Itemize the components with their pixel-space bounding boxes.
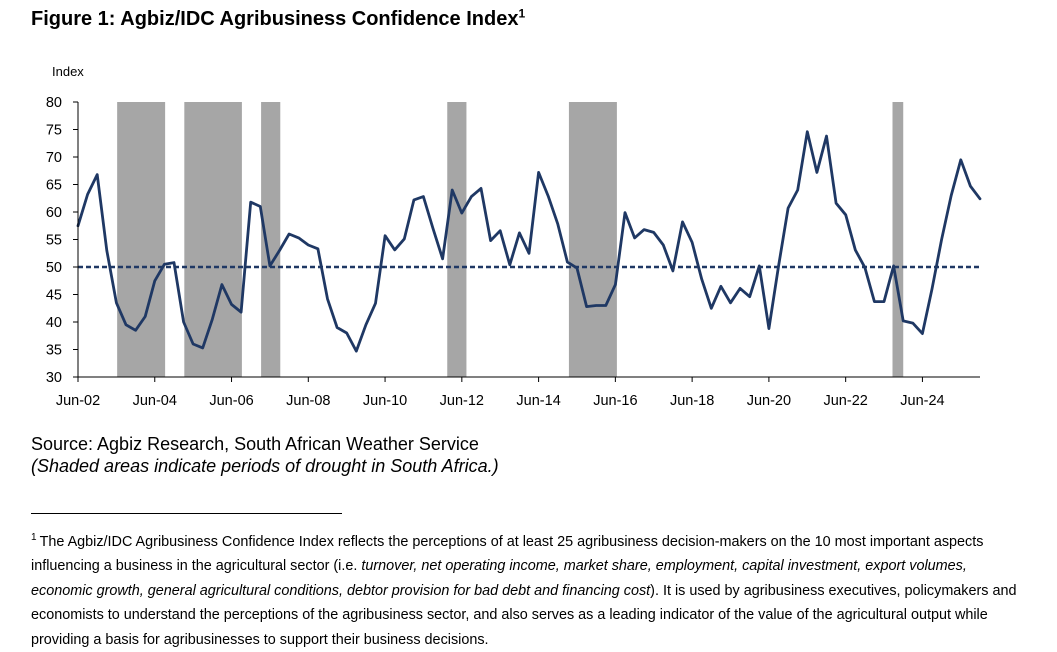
footnote-divider bbox=[31, 513, 342, 514]
y-tick-label: 65 bbox=[46, 178, 62, 194]
x-tick-label: Jun-20 bbox=[747, 393, 791, 409]
drought-period-bar bbox=[261, 102, 281, 377]
footnote: 1 The Agbiz/IDC Agribusiness Confidence I… bbox=[31, 530, 1031, 652]
y-axis-unit-label: Index bbox=[52, 64, 84, 79]
footnote-text-italic: turnover, net operating income, market s… bbox=[31, 558, 967, 599]
x-tick-label: Jun-12 bbox=[440, 393, 484, 409]
axes: 30 35 40 45 50 55 60 65 70 75 80 Jun-02 Jun-04 Jun-06… bbox=[46, 95, 980, 409]
y-tick-label: 80 bbox=[46, 95, 62, 111]
x-tick-label: Jun-06 bbox=[209, 393, 253, 409]
drought-shading bbox=[117, 102, 904, 377]
y-tick-label: 75 bbox=[46, 123, 62, 139]
x-tick-label: Jun-24 bbox=[900, 393, 944, 409]
drought-period-bar bbox=[184, 102, 242, 377]
x-tick-label: Jun-18 bbox=[670, 393, 714, 409]
source-line: Source: Agbiz Research, South African We… bbox=[31, 434, 479, 454]
x-tick-label: Jun-14 bbox=[516, 393, 560, 409]
x-tick-label: Jun-08 bbox=[286, 393, 330, 409]
drought-note: (Shaded areas indicate periods of drough… bbox=[31, 456, 499, 476]
y-tick-label: 40 bbox=[46, 315, 62, 331]
x-tick-label: Jun-22 bbox=[823, 393, 867, 409]
x-tick-label: Jun-02 bbox=[56, 393, 100, 409]
source-block: Source: Agbiz Research, South African We… bbox=[31, 433, 499, 477]
confidence-index-chart: 30 35 40 45 50 55 60 65 70 75 80 Jun-02 Jun-04 Jun-06… bbox=[46, 64, 982, 409]
footnote-text-1: The Agbiz/IDC Agribusiness Confidence In… bbox=[31, 534, 984, 575]
drought-period-bar bbox=[447, 102, 467, 377]
footnote-text-2: ). It is used by agribusiness executives… bbox=[31, 582, 1017, 648]
footnote-marker: 1 bbox=[31, 532, 37, 544]
y-tick-label: 50 bbox=[46, 260, 62, 276]
drought-period-bar bbox=[568, 102, 617, 377]
y-tick-label: 55 bbox=[46, 233, 62, 249]
index-line bbox=[76, 130, 982, 353]
drought-period-bar bbox=[892, 102, 904, 377]
y-tick-label: 70 bbox=[46, 150, 62, 166]
index-series-line bbox=[76, 130, 982, 353]
x-tick-label: Jun-16 bbox=[593, 393, 637, 409]
y-tick-label: 45 bbox=[46, 288, 62, 304]
drought-period-bar bbox=[117, 102, 166, 377]
figure-title: Figure 1: Agbiz/IDC Agribusiness Confide… bbox=[31, 6, 526, 30]
x-tick-label: Jun-10 bbox=[363, 393, 407, 409]
y-tick-label: 35 bbox=[46, 343, 62, 359]
y-tick-label: 30 bbox=[46, 370, 62, 386]
y-tick-label: 60 bbox=[46, 205, 62, 221]
x-tick-label: Jun-04 bbox=[133, 393, 177, 409]
